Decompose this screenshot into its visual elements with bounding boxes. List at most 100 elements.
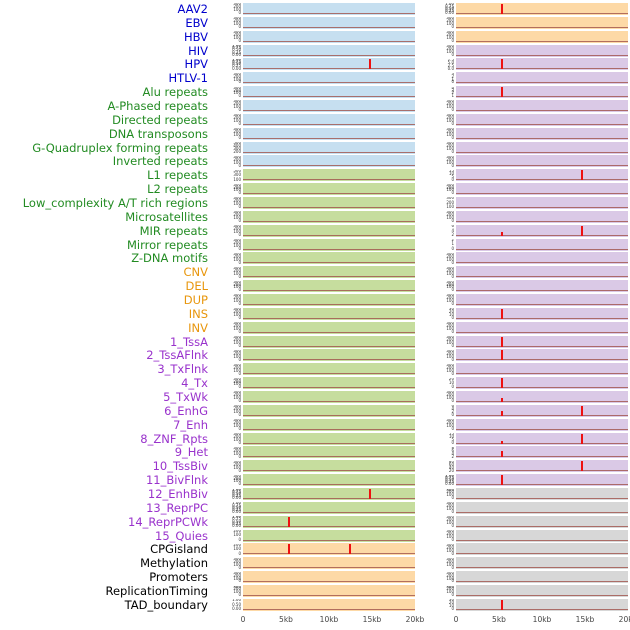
y-tick-label: 0	[238, 384, 241, 389]
zero-baseline	[456, 179, 628, 181]
row-label: INV	[188, 320, 208, 335]
y-tick-label: 2.5	[447, 62, 454, 68]
y-tick-label: 100	[233, 478, 241, 484]
y-tick-label: 300	[233, 100, 241, 104]
row-label: DUP	[183, 292, 208, 307]
zero-baseline	[243, 428, 415, 430]
zero-baseline	[456, 206, 628, 208]
track-row: 6_EnhG 300 200 100 0 6 4 2 0	[0, 404, 628, 418]
y-axis-ticks-right: 7.5 5.0 2.5 0.0	[420, 59, 456, 70]
track-row: A-Phased repeats 300 200 100 0 300 200 100 0	[0, 99, 628, 113]
y-axis-ticks-right: 15 10 5 0	[420, 170, 456, 181]
y-tick-label: 300	[233, 460, 241, 464]
row-label: MIR repeats	[139, 223, 208, 238]
row-label: 4_Tx	[181, 376, 208, 391]
y-axis-ticks-left: 300 200 100 0	[208, 31, 243, 42]
y-tick-label: 100	[233, 201, 241, 207]
y-tick-label: 2	[451, 239, 454, 243]
y-tick-label: 200	[446, 129, 454, 135]
y-tick-label: 200	[233, 212, 241, 218]
y-tick-label: 0	[238, 439, 241, 445]
row-label: 13_ReprPC	[146, 500, 208, 515]
track-row: EBV 300 200 100 0 300 200 100 0	[0, 16, 628, 30]
y-tick-label: 3	[451, 87, 454, 93]
y-tick-label: 0.00	[232, 51, 241, 56]
track-panel-left	[243, 335, 415, 348]
track-panel-right	[456, 377, 628, 390]
track-row: TAD_boundary 1.00 0.50 0.00 30 20 10 0	[0, 598, 628, 612]
y-tick-label: 0.00	[445, 481, 454, 486]
y-tick-label: 1.00	[445, 3, 454, 7]
y-tick-label: 0	[451, 51, 454, 56]
x-tick-label: 20kb	[405, 615, 425, 624]
y-tick-label: 0	[238, 134, 241, 140]
y-tick-label: 0	[238, 356, 241, 361]
track-panel-left	[243, 321, 415, 334]
y-tick-label: 0	[238, 328, 241, 334]
track-row: 7_Enh 300 200 100 0 300 200 100 0	[0, 418, 628, 432]
y-tick-label: 1.00	[232, 58, 241, 62]
y-axis-ticks-left: 300 200 100 0	[208, 391, 243, 402]
y-tick-label: 300	[233, 114, 241, 118]
y-tick-label: 4	[451, 86, 454, 90]
zero-baseline	[243, 109, 415, 111]
track-panel-right	[456, 72, 628, 85]
zero-baseline	[456, 26, 628, 28]
y-tick-label: 100	[233, 132, 241, 137]
y-tick-label: 200	[233, 32, 241, 38]
y-axis-ticks-right: 300 200 100 0	[420, 502, 456, 513]
y-tick-label: 40	[448, 464, 454, 470]
row-label: 14_ReprPCWk	[128, 514, 208, 529]
y-axis-ticks-left: 300 200 100 0	[208, 281, 243, 292]
y-tick-label: 300	[446, 45, 454, 48]
row-label: Methylation	[140, 556, 208, 571]
track-grid: AAV2 300 200 100 0 1.00 0.75 0.50 0.25 0.00 EBV 300…	[0, 2, 628, 612]
y-tick-label: 300	[233, 585, 241, 589]
y-tick-label: 200	[446, 420, 454, 426]
track-row: 15_Quies 200 100 0 300 200 100 0	[0, 529, 628, 543]
y-axis-ticks-right: 300 200 100 0	[420, 558, 456, 569]
track-panel-left	[243, 16, 415, 29]
y-tick-label: 0	[238, 453, 241, 458]
y-tick-label: 300	[233, 405, 241, 409]
track-panel-left	[243, 418, 415, 431]
y-tick-label: 200	[446, 115, 454, 121]
signal-spike	[501, 87, 504, 98]
zero-baseline	[456, 234, 628, 236]
y-tick-label: 300	[446, 571, 454, 575]
y-tick-label: 200	[233, 156, 241, 162]
track-panel-left	[243, 474, 415, 487]
zero-baseline	[456, 595, 628, 597]
y-tick-label: 1.00	[232, 516, 241, 520]
track-row: CPGisland 200 100 0 300 200 100 0	[0, 543, 628, 557]
y-tick-label: 0	[451, 384, 454, 389]
y-tick-label: 0	[451, 121, 454, 126]
y-tick-label: 0	[238, 231, 241, 237]
y-tick-label: 0.75	[445, 474, 454, 480]
y-tick-label: 200	[446, 531, 454, 536]
y-tick-label: 100	[446, 215, 454, 221]
zero-baseline	[456, 151, 628, 153]
y-tick-label: 0	[451, 370, 454, 375]
y-tick-label: 300	[446, 211, 454, 215]
y-tick-label: 100	[446, 395, 454, 401]
y-tick-label: 100	[233, 546, 241, 552]
y-tick-label: 200	[446, 32, 454, 38]
zero-baseline	[456, 220, 628, 222]
y-tick-label: 100	[233, 450, 241, 456]
y-tick-label: 100	[233, 589, 241, 595]
y-axis-ticks-right: 300 200 100 0	[420, 128, 456, 139]
x-tick-label: 15kb	[575, 615, 595, 624]
y-axis-ticks-left: 1.00 0.75 0.50 0.25 0.00	[208, 59, 243, 70]
track-row: 14_ReprPCWk 1.00 0.75 0.50 0.25 0.00 300 200 100…	[0, 515, 628, 529]
y-tick-label: 200	[233, 572, 241, 578]
y-axis-ticks-right: 300 200 100	[420, 197, 456, 208]
y-tick-label: 300	[233, 474, 241, 478]
y-tick-label: 300	[446, 128, 454, 132]
y-tick-label: 200	[233, 392, 241, 398]
y-tick-label: 0	[451, 398, 454, 403]
zero-baseline	[456, 428, 628, 430]
y-tick-label: 100	[233, 284, 241, 290]
y-tick-label: 100	[233, 312, 241, 318]
